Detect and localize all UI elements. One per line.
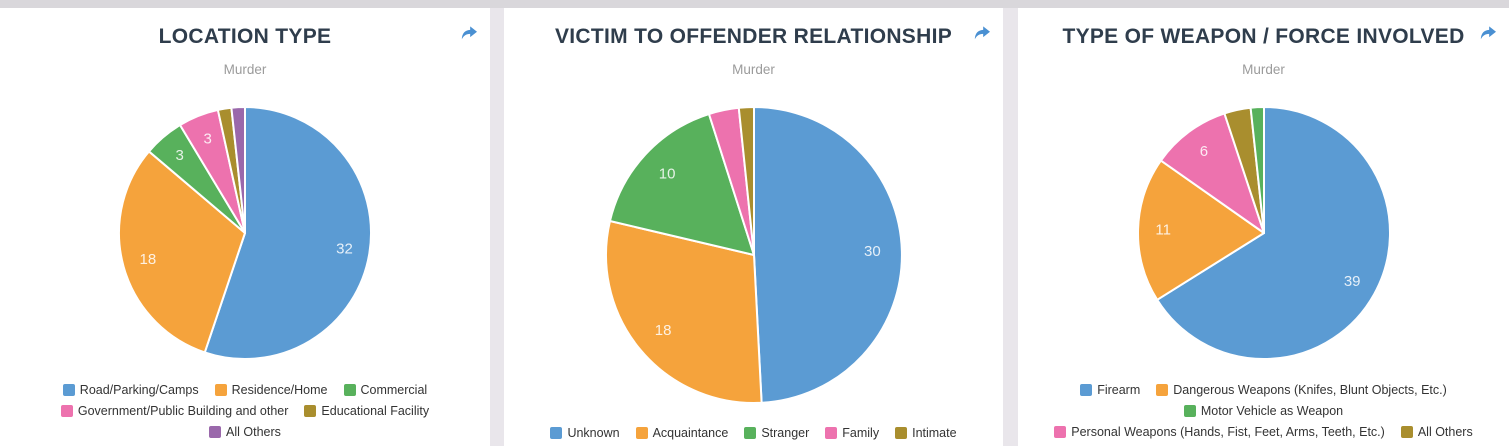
page-title: LOCATION TYPE — [158, 25, 332, 48]
legend-item-label: Firearm — [1097, 382, 1141, 397]
page-title: VICTIM TO OFFENDER RELATIONSHIP — [554, 25, 953, 48]
legend-color-key — [209, 425, 222, 438]
share-arrow-icon — [461, 26, 477, 40]
legend-color-key — [304, 404, 317, 417]
legend-item[interactable]: Personal Weapons (Hands, Fist, Feet, Arm… — [1054, 425, 1385, 439]
pie-slice-value-label: 39 — [1343, 273, 1360, 290]
legend-color-key — [550, 426, 563, 439]
pie-slice-value-label: 32 — [336, 240, 353, 257]
pie-slice[interactable] — [118, 150, 246, 354]
legend-color-key — [343, 383, 356, 396]
legend-color-key — [1183, 404, 1196, 417]
charts-row: LOCATION TYPE Murder 32 18 3 3 Road/Parking… — [0, 8, 1509, 446]
pie-slice[interactable] — [604, 220, 763, 404]
legend-item-label: Road/Parking/Camps — [79, 382, 199, 397]
legend-row: Motor Vehicle as Weapon — [1018, 400, 1509, 421]
share-icon[interactable] — [972, 23, 992, 43]
legend-color-key — [825, 426, 838, 439]
pie-slice-value-label: 18 — [654, 322, 671, 339]
pie-slice[interactable] — [1249, 105, 1265, 234]
legend-row: Personal Weapons (Hands, Fist, Feet, Arm… — [1018, 421, 1509, 442]
legend-weapon-force: Firearm Dangerous Weapons (Knifes, Blunt … — [1018, 379, 1509, 442]
pie-slice-value-label: 3 — [204, 130, 212, 147]
panel-victim-offender-relationship: VICTIM TO OFFENDER RELATIONSHIP Murder 3… — [504, 8, 1003, 446]
pie-chart-weapon-force: 39 11 6 — [1018, 105, 1509, 361]
legend-color-key — [744, 426, 757, 439]
pie-slice[interactable] — [203, 106, 372, 360]
legend-item[interactable]: Unknown — [550, 425, 620, 440]
pie-slice-value-label: 10 — [658, 166, 675, 183]
legend-item[interactable]: Dangerous Weapons (Knifes, Blunt Objects… — [1156, 383, 1447, 397]
pie-slice-value-label: 11 — [1155, 221, 1171, 238]
pie-slice-value-label: 3 — [176, 147, 184, 164]
legend-item-label: Personal Weapons (Hands, Fist, Feet, Arm… — [1071, 424, 1385, 439]
pie-chart-location-type: 32 18 3 3 — [0, 105, 490, 361]
legend-item[interactable]: All Others — [1400, 424, 1473, 439]
legend-row: Government/Public Building and other Educ… — [0, 400, 490, 421]
legend-item-label: Motor Vehicle as Weapon — [1200, 403, 1344, 418]
legend-color-key — [1156, 383, 1169, 396]
legend-item[interactable]: Commercial — [343, 382, 428, 397]
legend-color-key — [60, 404, 73, 417]
share-arrow-icon — [1480, 26, 1496, 40]
pie-slice-value-label: 6 — [1199, 143, 1207, 160]
legend-victim-offender: Unknown Acquaintance Stranger Family Intimat… — [504, 422, 1003, 443]
legend-item[interactable]: All Others — [209, 425, 281, 439]
legend-color-key — [62, 383, 75, 396]
legend-row: Firearm Dangerous Weapons (Knifes, Blunt … — [1018, 379, 1509, 400]
legend-item[interactable]: Intimate — [895, 425, 957, 440]
share-icon[interactable] — [1478, 23, 1498, 43]
legend-item-label: Acquaintance — [652, 425, 729, 440]
pie-slice[interactable] — [737, 105, 755, 256]
legend-item-label: Unknown — [567, 425, 620, 440]
legend-row: All Others — [0, 421, 490, 442]
legend-row: Unknown Acquaintance Stranger Family Intimat… — [504, 422, 1003, 443]
legend-item-label: Government/Public Building and other — [77, 403, 289, 418]
legend-item-label: Commercial — [360, 382, 428, 397]
legend-item[interactable]: Acquaintance — [635, 425, 729, 440]
pie-slice-value-label: 18 — [140, 251, 157, 268]
legend-item[interactable]: Educational Facility — [304, 404, 429, 418]
pie-slice[interactable] — [752, 106, 903, 404]
legend-row: Road/Parking/Camps Residence/Home Commerci… — [0, 379, 490, 400]
pie-slice[interactable] — [608, 113, 755, 256]
legend-color-key — [895, 426, 908, 439]
legend-item-label: Stranger — [761, 425, 810, 440]
legend-location-type: Road/Parking/Camps Residence/Home Commerci… — [0, 379, 490, 442]
legend-item-label: All Others — [1417, 424, 1473, 439]
legend-item[interactable]: Stranger — [744, 426, 809, 440]
legend-item[interactable]: Government/Public Building and other — [60, 403, 289, 418]
legend-item[interactable]: Motor Vehicle as Weapon — [1183, 403, 1344, 418]
legend-item[interactable]: Road/Parking/Camps — [62, 382, 199, 397]
legend-color-key — [635, 426, 648, 439]
share-icon[interactable] — [459, 23, 479, 43]
top-strip — [0, 0, 1509, 8]
panel-subtitle: Murder — [732, 62, 775, 77]
pie-slice-value-label: 30 — [864, 243, 881, 260]
pie-slice[interactable] — [1159, 112, 1265, 234]
panel-subtitle: Murder — [223, 62, 267, 77]
legend-item[interactable]: Family — [825, 426, 879, 440]
pie-slice[interactable] — [230, 106, 246, 234]
legend-item-label: All Others — [226, 424, 281, 439]
legend-color-key — [1400, 425, 1413, 438]
panel-location-type: LOCATION TYPE Murder 32 18 3 3 Road/Parking… — [0, 8, 490, 446]
legend-color-key — [1080, 383, 1093, 396]
share-arrow-icon — [974, 26, 990, 40]
pie-chart-victim-offender: 30 18 10 — [504, 105, 1003, 405]
panel-weapon-force: TYPE OF WEAPON / FORCE INVOLVED Murder 3… — [1018, 8, 1509, 446]
pie-slice[interactable] — [1155, 106, 1391, 360]
panel-subtitle: Murder — [1242, 62, 1285, 77]
legend-item-label: Educational Facility — [321, 403, 430, 418]
legend-item[interactable]: Firearm — [1080, 383, 1140, 397]
legend-item-label: Intimate — [912, 425, 957, 440]
legend-item-label: Residence/Home — [231, 382, 328, 397]
legend-color-key — [1054, 425, 1067, 438]
legend-item[interactable]: Residence/Home — [214, 382, 328, 397]
legend-item-label: Dangerous Weapons (Knifes, Blunt Objects… — [1173, 382, 1447, 397]
page-title: TYPE OF WEAPON / FORCE INVOLVED — [1062, 25, 1465, 48]
pie-slice[interactable] — [1136, 159, 1265, 301]
legend-item-label: Family — [842, 425, 880, 440]
legend-color-key — [214, 383, 227, 396]
